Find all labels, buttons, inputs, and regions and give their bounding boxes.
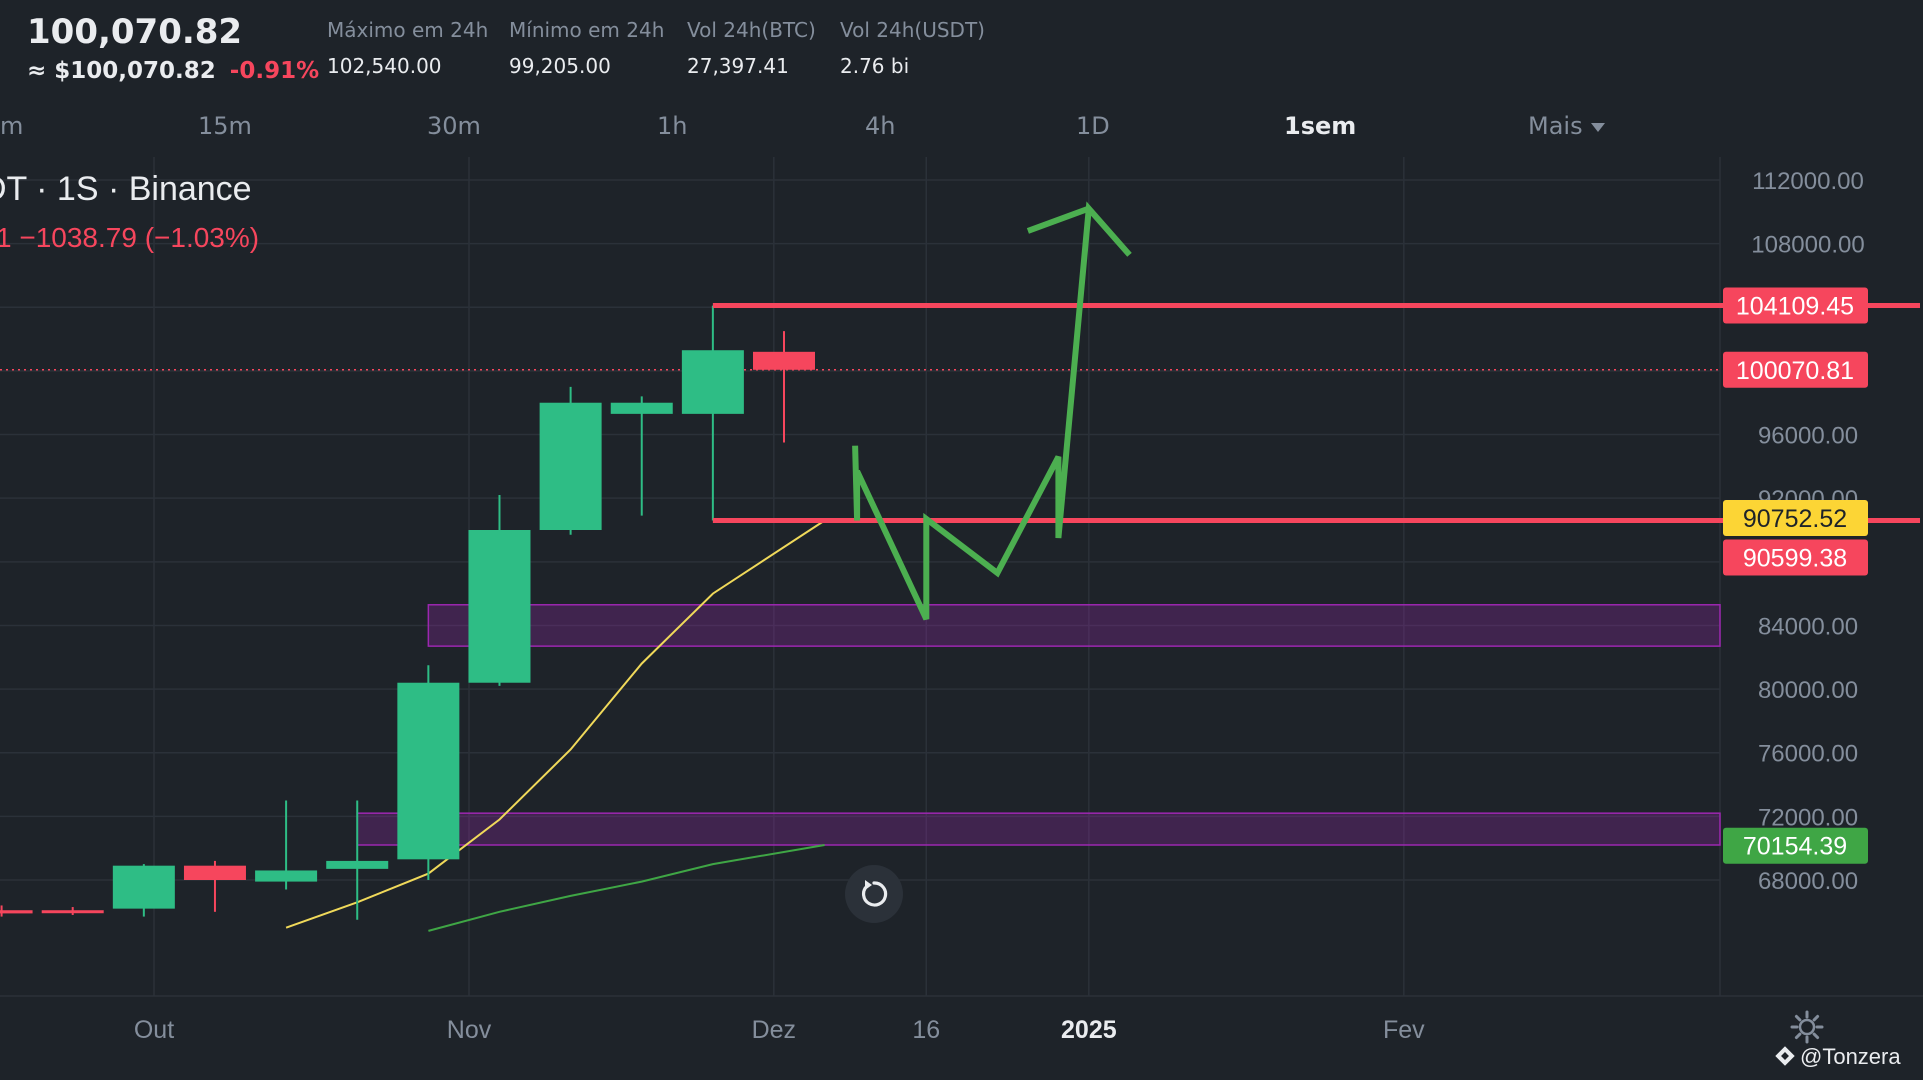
timeframe-tab-30m[interactable]: 30m xyxy=(427,112,481,140)
x-axis-tick-label: Fev xyxy=(1383,1016,1425,1044)
more-label: Mais xyxy=(1528,112,1583,140)
stat-label: Vol 24h(USDT) xyxy=(840,18,985,42)
stat-label: Vol 24h(BTC) xyxy=(687,18,816,42)
y-axis-tick-label: 112000.00 xyxy=(1752,168,1864,195)
stat-value: 102,540.00 xyxy=(327,54,442,78)
projection-arrow-head xyxy=(1026,205,1090,234)
price-tag-bg xyxy=(1723,287,1868,324)
moving-average-line xyxy=(285,519,826,929)
timeframe-tab-15m[interactable]: 15m xyxy=(198,112,252,140)
support-zone xyxy=(427,604,1721,647)
price-tag-bg xyxy=(1723,500,1868,537)
price-tag-label: 90752.52 xyxy=(1743,505,1847,533)
candle-body xyxy=(112,865,175,909)
x-axis-tick-label: 2025 xyxy=(1061,1016,1117,1044)
price-tag-bg xyxy=(1723,827,1868,864)
chevron-down-icon xyxy=(1590,122,1605,132)
y-axis-tick-label: 96000.00 xyxy=(1758,423,1858,450)
candle-body xyxy=(255,870,318,882)
chart-symbol-legend: DT · 1S · Binance xyxy=(0,170,252,208)
stat-24h-vol-btc: Vol 24h(BTC) 27,397.41 xyxy=(687,18,816,78)
usd-price: ≈ $100,070.82 xyxy=(27,58,216,84)
y-axis-tick-label: 84000.00 xyxy=(1758,613,1858,640)
price-tag-label: 90599.38 xyxy=(1743,544,1847,572)
price-subline: ≈ $100,070.82 -0.91% xyxy=(27,58,319,84)
moving-average-line xyxy=(428,844,825,932)
candle-body xyxy=(468,530,531,683)
price-tag-bg xyxy=(1723,351,1868,388)
price-tag-label: 70154.39 xyxy=(1743,833,1847,861)
binance-logo-icon xyxy=(1775,1046,1795,1066)
candle-body xyxy=(0,910,33,914)
timeframe-tab-1d[interactable]: 1D xyxy=(1076,112,1110,140)
stat-value: 99,205.00 xyxy=(509,54,611,78)
candle-body xyxy=(41,910,104,914)
stat-24h-high: Máximo em 24h 102,540.00 xyxy=(327,18,488,78)
timeframe-tab-m[interactable]: m xyxy=(0,112,24,140)
support-zone xyxy=(356,812,1721,846)
price-tag-bg xyxy=(1723,539,1868,576)
gear-icon[interactable] xyxy=(1790,1010,1824,1044)
y-axis-tick-label: 72000.00 xyxy=(1758,804,1858,831)
watermark: @Tonzera xyxy=(1772,1043,1901,1070)
price-tag-label: 100070.81 xyxy=(1736,357,1854,385)
x-axis-tick-label: Dez xyxy=(752,1016,796,1044)
candle-body xyxy=(326,860,389,869)
last-price: 100,070.82 xyxy=(27,12,243,52)
candle-body xyxy=(183,865,246,880)
stat-24h-low: Mínimo em 24h 99,205.00 xyxy=(509,18,664,78)
projection-path xyxy=(852,201,1132,621)
candle-body xyxy=(539,402,602,530)
timeframe-tab-1h[interactable]: 1h xyxy=(657,112,688,140)
stat-value: 27,397.41 xyxy=(687,54,789,78)
stat-label: Mínimo em 24h xyxy=(509,18,665,42)
y-axis-tick-label: 76000.00 xyxy=(1758,741,1858,768)
stat-24h-vol-usdt: Vol 24h(USDT) 2.76 bi xyxy=(840,18,985,78)
candle-body xyxy=(397,682,460,860)
timeframe-more-dropdown[interactable]: Mais xyxy=(1528,112,1605,140)
chart-change-legend: 1 −1038.79 (−1.03%) xyxy=(0,222,260,253)
timeframe-tab-1sem[interactable]: 1sem xyxy=(1284,112,1357,140)
candle-body xyxy=(753,351,815,370)
y-axis-tick-label: 108000.00 xyxy=(1751,232,1864,259)
y-axis-tick-label: 68000.00 xyxy=(1758,868,1858,895)
price-tag-label: 104109.45 xyxy=(1736,293,1854,321)
change-percent: -0.91% xyxy=(229,58,320,84)
timeframe-tab-4h[interactable]: 4h xyxy=(865,112,896,140)
reset-icon xyxy=(862,880,888,907)
x-axis-tick-label: Out xyxy=(134,1016,174,1044)
stat-value: 2.76 bi xyxy=(840,54,910,78)
reset-chart-button[interactable] xyxy=(845,865,903,923)
stat-label: Máximo em 24h xyxy=(327,18,489,42)
candle-body xyxy=(681,350,744,414)
watermark-text: @Tonzera xyxy=(1800,1044,1901,1069)
y-axis-tick-label: 80000.00 xyxy=(1758,677,1858,704)
x-axis-tick-label: Nov xyxy=(447,1016,492,1044)
candle-body xyxy=(610,402,673,414)
x-axis-tick-label: 16 xyxy=(912,1016,940,1044)
